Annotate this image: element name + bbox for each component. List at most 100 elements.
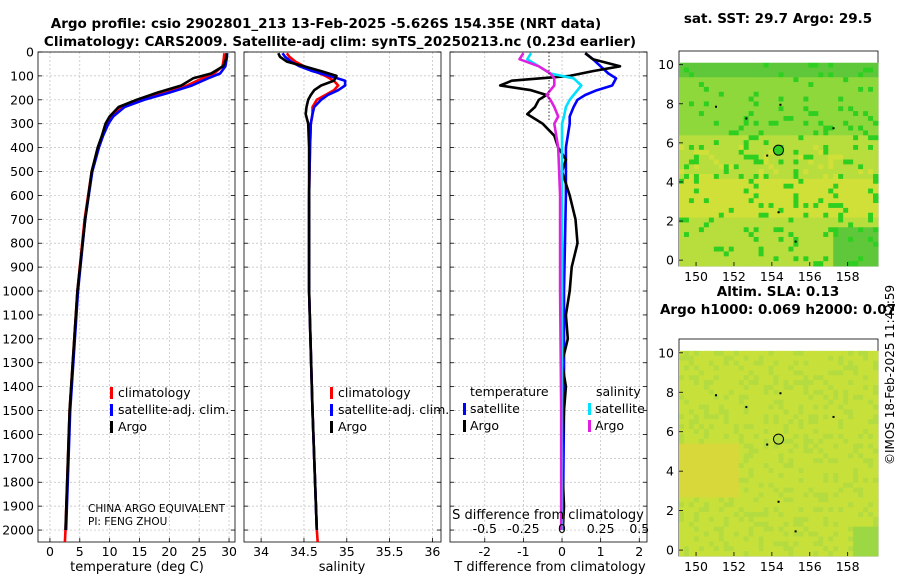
map-cell	[683, 389, 690, 396]
map-cell	[788, 251, 794, 257]
map-cell	[763, 389, 769, 396]
map-cell	[808, 399, 814, 405]
s-tick-label: 0.25	[587, 521, 615, 536]
map-cell	[683, 487, 690, 493]
map-cell	[823, 433, 829, 440]
map-cell	[753, 82, 760, 88]
map-cell	[853, 389, 859, 396]
map-cell	[738, 178, 745, 185]
map-cell	[688, 246, 695, 252]
map-cell	[733, 193, 740, 199]
map-cell	[683, 203, 690, 209]
map-cell	[733, 477, 740, 484]
map-cell	[718, 183, 725, 189]
map-cell	[788, 82, 794, 88]
map-cell	[768, 512, 774, 518]
map-cell	[758, 433, 764, 440]
map-cell	[718, 375, 725, 381]
map-cell	[703, 380, 710, 386]
map-cell	[793, 360, 799, 366]
map-cell	[808, 154, 814, 160]
map-cell	[813, 178, 819, 185]
map-cell	[858, 350, 864, 357]
map-cell	[768, 394, 774, 401]
map-cell	[733, 492, 740, 498]
map-cell	[703, 222, 710, 228]
map-cell	[743, 370, 750, 376]
map-cell	[803, 232, 809, 238]
map-cell	[768, 140, 774, 146]
map-cell	[698, 227, 705, 233]
map-cell	[818, 546, 824, 552]
map-cell	[798, 487, 804, 493]
map-cell	[868, 86, 874, 93]
map-cell	[763, 169, 769, 175]
map-cell	[693, 438, 700, 445]
map-cell	[838, 404, 844, 410]
map-cell	[813, 203, 819, 209]
map-cell	[853, 399, 859, 405]
legend-label-argo: Argo	[118, 419, 147, 434]
map-cell	[873, 365, 879, 371]
map-cell	[843, 531, 849, 537]
map-cell	[718, 67, 725, 73]
map-cell	[813, 365, 819, 371]
map-cell	[818, 409, 824, 415]
map-cell	[818, 62, 824, 68]
map-cell	[798, 399, 804, 405]
map-cell	[848, 62, 854, 68]
map-cell	[828, 355, 834, 361]
y-tick-label: 300	[10, 116, 34, 131]
map-cell	[698, 414, 705, 420]
map-cell	[723, 203, 730, 209]
map-cell	[843, 414, 849, 420]
map-cell	[718, 370, 725, 376]
map-cell	[793, 115, 799, 122]
map-cell	[703, 394, 710, 401]
map-cell	[758, 212, 764, 218]
map-cell	[853, 178, 859, 185]
map-cell	[733, 101, 740, 107]
map-cell	[738, 203, 745, 209]
map-cell	[873, 72, 879, 78]
map-cell	[758, 106, 764, 112]
map-cell	[693, 389, 700, 396]
map-cell	[679, 183, 685, 189]
map-cell	[763, 145, 769, 151]
map-cell	[708, 188, 715, 194]
map-cell	[843, 516, 849, 523]
map-cell	[728, 438, 735, 445]
map-cell	[758, 140, 764, 146]
map-cell	[688, 551, 695, 557]
map-cell	[803, 251, 809, 257]
map-cell	[833, 375, 839, 381]
map-cell	[808, 472, 814, 479]
map-cell	[733, 472, 740, 479]
map-cell	[848, 507, 854, 513]
map-cell	[773, 111, 779, 117]
map-cell	[738, 261, 745, 267]
map-cell	[693, 360, 700, 366]
map-cell	[693, 115, 700, 122]
map-cell	[713, 453, 720, 459]
map-cell	[733, 241, 740, 248]
map-cell	[868, 111, 874, 117]
map-cell	[728, 394, 735, 401]
map-cell	[783, 370, 789, 376]
map-cell	[758, 541, 764, 547]
map-cell	[773, 86, 779, 93]
map-cell	[863, 443, 869, 449]
map-cell	[688, 115, 695, 122]
map-cell	[833, 212, 839, 218]
map-cell	[708, 492, 715, 498]
map-cell	[848, 463, 854, 469]
map-cell	[848, 546, 854, 552]
map-cell	[853, 380, 859, 386]
map-cell	[728, 355, 735, 361]
map-cell	[848, 96, 854, 102]
map-cell	[813, 111, 819, 117]
map-cell	[838, 414, 844, 420]
map-cell	[828, 399, 834, 405]
map-cell	[733, 370, 740, 376]
map-cell	[698, 154, 705, 160]
